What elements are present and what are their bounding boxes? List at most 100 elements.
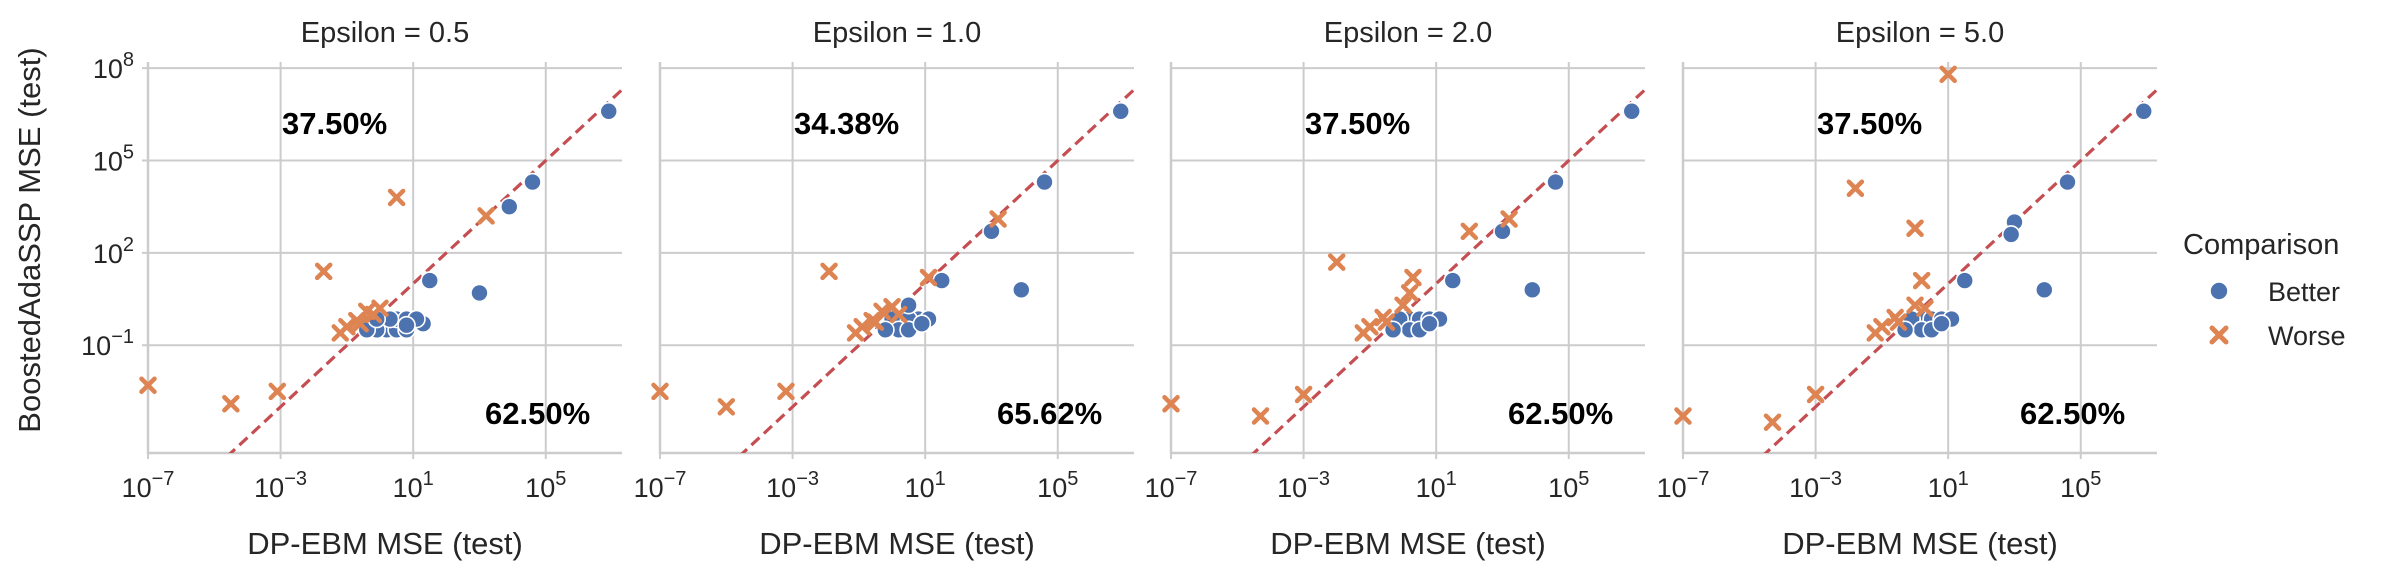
point-better [1012,280,1031,300]
better-percentage: 65.62% [997,396,1102,431]
point-worse [1866,324,1884,342]
point-worse [1846,179,1865,197]
better-percentage: 62.50% [1508,396,1613,431]
point-better [2001,225,2021,244]
x-axis-label: DP-EBM MSE (test) [247,526,523,561]
x-tick-label: 101 [393,468,434,503]
point-better [932,271,952,290]
legend-marker-worse [2209,325,2229,345]
y-tick-label: 108 [93,49,134,84]
point-worse [1400,284,1419,302]
point-worse [1460,222,1479,241]
better-percentage: 62.50% [2020,396,2125,431]
point-worse [1294,385,1313,404]
point-worse [314,262,333,281]
point-better [1955,271,1975,290]
point-worse [1374,308,1392,327]
legend-title: Comparison [2183,229,2339,261]
point-worse [717,398,736,416]
legend-label: Worse [2268,321,2346,351]
panel-epsilon-4: 10−7 10−3 101 105 Epsilon = 5.0 37.50% 62.50% D… [1657,17,2157,561]
panel-epsilon-3: 10−7 10−3 101 105 Epsilon = 2.0 37.50% 62.50% D… [1145,17,1645,561]
x-tick-label: 105 [1548,468,1589,503]
point-better [599,101,619,121]
point-worse [1916,299,1934,318]
point-worse [777,382,795,401]
worse-percentage: 37.50% [282,106,387,141]
point-better [2035,280,2054,300]
point-worse [1162,394,1180,413]
point-better [1622,101,1642,121]
point-worse [1906,219,1924,238]
x-tick-label: 10−7 [1657,468,1710,503]
point-worse [1763,413,1782,431]
panel-title: Epsilon = 0.5 [301,17,469,49]
point-worse [989,210,1007,228]
point-better [420,271,440,290]
legend-label: Better [2268,277,2340,307]
y-tick-label: 105 [93,142,134,177]
point-better [1523,280,1542,300]
point-worse [1806,385,1825,404]
point-better [470,283,489,303]
point-better [2058,172,2077,192]
point-better [2134,101,2154,121]
worse-percentage: 37.50% [1817,106,1922,141]
x-axis-label: DP-EBM MSE (test) [759,526,1035,561]
point-better [1420,314,1439,333]
point-worse [351,314,369,333]
point-better [1111,101,1131,121]
point-worse [1912,271,1931,290]
point-worse [1404,268,1422,287]
point-worse [651,382,669,401]
x-axis-label: DP-EBM MSE (test) [1782,526,2058,561]
point-worse [222,394,240,413]
x-tick-label: 10−3 [1277,468,1330,503]
legend-entries: Better Worse [2209,277,2346,351]
reference-line [1763,87,2157,453]
y-tick-label: 10−1 [81,326,134,361]
point-worse [364,305,383,324]
x-tick-label: 105 [1037,468,1078,503]
point-better [1443,271,1463,290]
reference-line [1251,87,1645,453]
point-worse [1886,308,1904,327]
point-worse [268,382,287,401]
reference-line [228,87,622,453]
point-better [912,314,932,333]
point-worse [820,262,838,281]
point-worse [919,268,938,287]
x-tick-label: 101 [1928,468,1969,503]
point-worse [1251,407,1270,425]
point-worse [1500,210,1518,228]
point-worse [1327,253,1346,271]
x-tick-label: 105 [525,468,566,503]
x-tick-label: 10−3 [254,468,307,503]
point-better [523,172,542,192]
point-worse [387,188,406,207]
facet-panels: 10−7 10−3 101 105 10−1 102 105 108 Epsilon = 0.5… [81,17,2157,561]
y-axis-label: BoostedAdaSSP MSE (test) [12,47,47,432]
point-worse [1394,296,1412,314]
point-better [1035,172,1054,192]
panel-epsilon-2: 10−7 10−3 101 105 Epsilon = 1.0 34.38% 65.62% D… [634,17,1134,561]
point-worse [889,305,908,324]
x-tick-label: 10−7 [122,468,175,503]
point-better [1932,314,1951,333]
panel-title: Epsilon = 1.0 [813,17,981,49]
better-percentage: 62.50% [485,396,590,431]
legend-marker-better [2209,281,2229,301]
x-tick-label: 10−3 [1789,468,1842,503]
point-worse [873,302,891,321]
legend: Comparison Better Worse [2183,229,2346,351]
y-tick-label: 102 [93,234,134,269]
point-worse [331,324,350,342]
legend-entry-better: Better [2209,277,2340,307]
x-tick-label: 10−3 [766,468,819,503]
point-worse [477,207,495,225]
point-worse [139,376,157,395]
worse-percentage: 37.50% [1305,106,1410,141]
point-better [1546,172,1565,192]
x-tick-label: 10−7 [634,468,687,503]
